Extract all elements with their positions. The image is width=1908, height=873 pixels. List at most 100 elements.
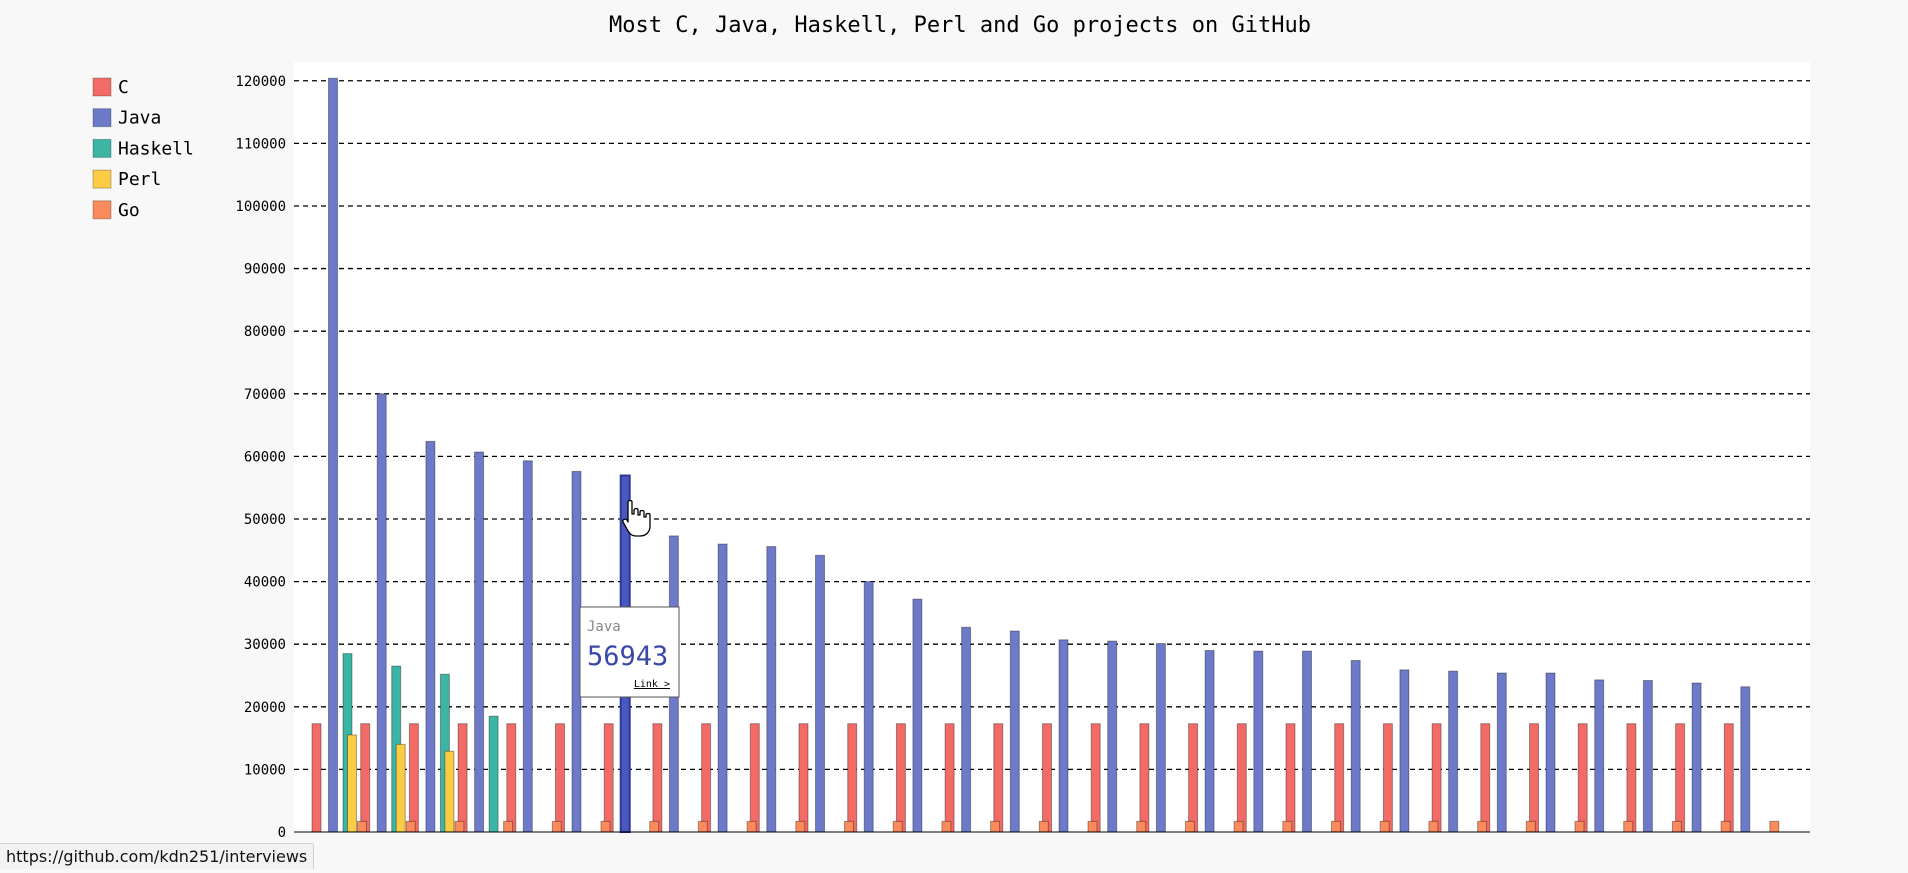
legend-label-go[interactable]: Go — [118, 200, 140, 221]
bar-c-29[interactable] — [1723, 723, 1734, 833]
bar-go-21[interactable] — [1379, 820, 1390, 833]
bar-c-17[interactable] — [1139, 723, 1150, 833]
bar-c-16[interactable] — [1090, 723, 1101, 833]
bar-c-8[interactable] — [701, 723, 712, 833]
bar-go-20[interactable] — [1331, 820, 1341, 833]
bar-c-5[interactable] — [555, 723, 565, 833]
bar-java-11[interactable] — [863, 581, 874, 833]
bar-go-8[interactable] — [746, 820, 757, 833]
bar-go-24[interactable] — [1525, 820, 1536, 833]
bar-c-2[interactable] — [408, 723, 419, 833]
bar-go-0[interactable] — [357, 820, 367, 833]
bar-go-2[interactable] — [454, 820, 465, 833]
bar-java-25[interactable] — [1545, 672, 1556, 833]
bar-c-9[interactable] — [749, 723, 760, 833]
legend-swatch-perl[interactable] — [92, 169, 112, 189]
bar-go-19[interactable] — [1282, 820, 1293, 833]
bar-java-10[interactable] — [815, 554, 825, 833]
bar-java-16[interactable] — [1107, 640, 1118, 833]
legend-label-c[interactable]: C — [118, 77, 129, 98]
bar-java-3[interactable] — [474, 451, 485, 833]
bar-java-26[interactable] — [1594, 679, 1605, 833]
bar-go-22[interactable] — [1428, 820, 1439, 833]
bar-go-29[interactable] — [1769, 820, 1780, 833]
bar-c-27[interactable] — [1626, 723, 1637, 833]
bar-c-6[interactable] — [603, 723, 614, 833]
bar-java-13[interactable] — [961, 626, 972, 833]
bar-c-26[interactable] — [1577, 723, 1588, 833]
bar-go-3[interactable] — [503, 820, 514, 833]
legend-swatch-go[interactable] — [92, 200, 112, 220]
bar-go-14[interactable] — [1038, 820, 1049, 833]
bar-c-19[interactable] — [1236, 723, 1247, 833]
bar-c-1[interactable] — [360, 723, 371, 833]
bar-java-28[interactable] — [1691, 682, 1702, 833]
legend-swatch-c[interactable] — [92, 77, 112, 97]
legend-label-perl[interactable]: Perl — [118, 169, 161, 190]
bar-c-10[interactable] — [798, 723, 809, 833]
bar-java-14[interactable] — [1009, 630, 1020, 833]
bar-c-25[interactable] — [1529, 723, 1539, 833]
bar-java-4[interactable] — [522, 460, 533, 833]
bar-c-20[interactable] — [1285, 723, 1296, 833]
legend-swatch-haskell[interactable] — [92, 138, 112, 158]
bar-java-22[interactable] — [1399, 669, 1410, 833]
bar-c-28[interactable] — [1675, 723, 1686, 833]
bar-c-7[interactable] — [652, 723, 663, 833]
bar-go-15[interactable] — [1087, 820, 1098, 833]
legend-label-java[interactable]: Java — [118, 108, 161, 129]
bar-c-24[interactable] — [1480, 723, 1491, 833]
bar-go-18[interactable] — [1233, 820, 1244, 833]
bar-c-18[interactable] — [1188, 723, 1199, 833]
bar-c-15[interactable] — [1042, 723, 1052, 833]
bar-java-18[interactable] — [1204, 649, 1215, 833]
bar-c-14[interactable] — [993, 723, 1004, 833]
bar-go-10[interactable] — [844, 820, 854, 833]
bar-c-4[interactable] — [506, 723, 517, 833]
bar-java-20[interactable] — [1302, 650, 1312, 833]
bar-java-21[interactable] — [1350, 659, 1361, 833]
bar-c-23[interactable] — [1431, 723, 1442, 833]
bar-perl-2[interactable] — [444, 750, 455, 833]
bar-java-19[interactable] — [1253, 650, 1264, 833]
bar-c-22[interactable] — [1382, 723, 1393, 833]
bar-go-23[interactable] — [1477, 820, 1488, 833]
bar-perl-0[interactable] — [347, 734, 357, 833]
legend-label-haskell[interactable]: Haskell — [118, 138, 194, 159]
bar-go-25[interactable] — [1574, 820, 1585, 833]
bar-java-12[interactable] — [912, 598, 923, 833]
bar-c-3[interactable] — [457, 723, 468, 833]
bar-go-17[interactable] — [1184, 820, 1195, 833]
bar-go-11[interactable] — [892, 820, 903, 833]
bar-go-28[interactable] — [1720, 820, 1731, 833]
bar-java-17[interactable] — [1155, 643, 1166, 833]
bar-go-12[interactable] — [941, 820, 952, 833]
bar-go-7[interactable] — [697, 820, 708, 833]
bar-go-13[interactable] — [990, 820, 1001, 833]
tooltip-link[interactable]: Link > — [634, 679, 670, 690]
bar-java-0[interactable] — [328, 77, 338, 833]
bar-java-8[interactable] — [717, 543, 728, 833]
bar-java-29[interactable] — [1740, 686, 1751, 833]
bar-go-16[interactable] — [1136, 820, 1147, 833]
bar-go-27[interactable] — [1671, 820, 1682, 833]
bar-go-5[interactable] — [600, 820, 611, 833]
bar-go-4[interactable] — [551, 820, 562, 833]
bar-java-15[interactable] — [1058, 639, 1069, 833]
bar-go-6[interactable] — [649, 820, 660, 833]
bar-perl-1[interactable] — [395, 743, 406, 833]
bar-c-21[interactable] — [1334, 723, 1345, 833]
bar-c-12[interactable] — [895, 723, 906, 833]
bar-c-13[interactable] — [944, 723, 955, 833]
bar-java-23[interactable] — [1448, 670, 1459, 833]
bar-java-2[interactable] — [425, 440, 436, 833]
bar-haskell-3[interactable] — [488, 715, 499, 833]
legend-swatch-java[interactable] — [92, 108, 112, 128]
bar-go-26[interactable] — [1623, 820, 1634, 833]
bar-c-0[interactable] — [311, 723, 322, 833]
bar-c-11[interactable] — [847, 723, 858, 833]
bar-go-9[interactable] — [795, 820, 806, 833]
bar-go-1[interactable] — [405, 820, 416, 833]
bar-java-27[interactable] — [1642, 680, 1653, 833]
bar-java-24[interactable] — [1496, 672, 1507, 833]
